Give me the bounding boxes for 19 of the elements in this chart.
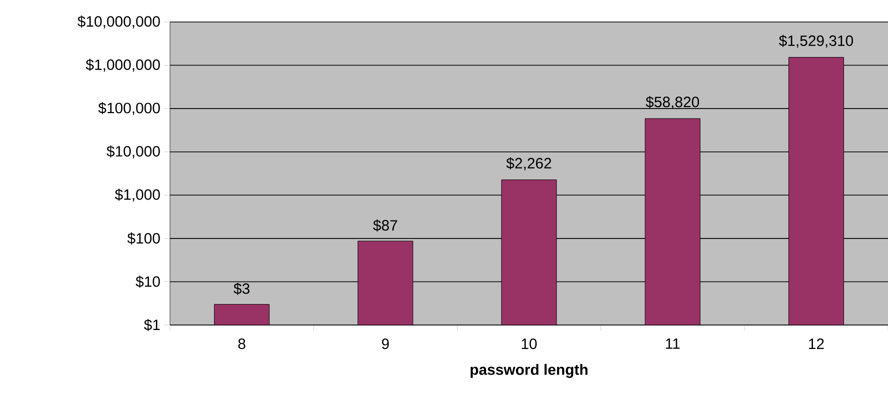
y-tick-label: $10 xyxy=(136,276,160,288)
y-tick-label: $1 xyxy=(144,318,160,332)
x-tick-label: 12 xyxy=(809,338,824,349)
data-label: $87 xyxy=(373,219,398,232)
y-tick-label: $1,000 xyxy=(114,188,160,202)
x-tick-label: 8 xyxy=(238,338,246,350)
y-tick-label: $1,000,000 xyxy=(86,58,160,72)
y-tick-label: $100,000 xyxy=(98,102,160,116)
y-tick-label: $10,000,000 xyxy=(78,16,160,28)
x-tick-label: 9 xyxy=(382,338,389,350)
data-label: $58,820 xyxy=(646,96,700,110)
x-tick-label: 11 xyxy=(666,338,680,349)
x-tick-label: 10 xyxy=(522,338,537,350)
y-tick-label: $100 xyxy=(127,232,160,244)
y-tick-label: $10,000 xyxy=(106,145,160,158)
data-label: $2,262 xyxy=(506,157,552,170)
data-label: $1,529,310 xyxy=(778,34,854,48)
data-label: $3 xyxy=(234,282,250,295)
x-axis-title: password length xyxy=(470,364,588,378)
